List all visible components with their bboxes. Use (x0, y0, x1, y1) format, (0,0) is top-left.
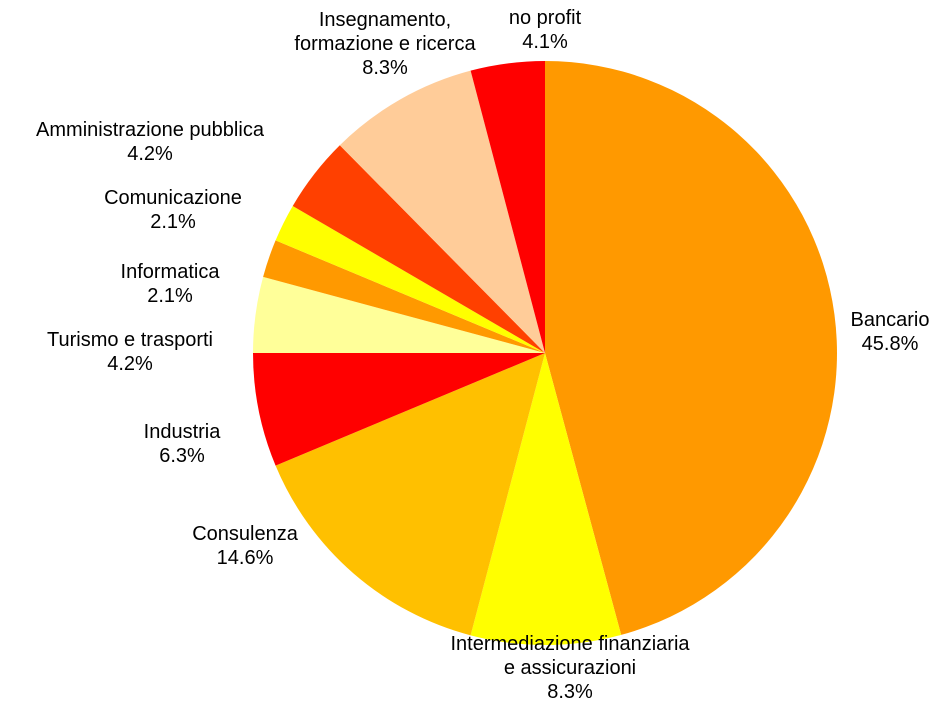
slice-label: Consulenza (192, 523, 298, 545)
slice-label: no profit (508, 7, 582, 29)
pie-slice (275, 353, 545, 636)
slice-value-label: 6.3% (159, 445, 205, 467)
pie-slice (253, 276, 545, 353)
slice-value-label: 2.1% (147, 285, 193, 307)
slice-label: Comunicazione (104, 187, 242, 209)
pie-slice (292, 145, 545, 353)
slice-label: Insegnamento, formazione e ricerca (294, 9, 476, 55)
slice-label: Amministrazione pubblica (36, 119, 264, 141)
slice-label: Informatica (120, 261, 220, 283)
pie-slice (253, 353, 545, 466)
slice-value-label: 8.3% (362, 57, 408, 79)
slice-label: Industria (143, 421, 221, 443)
slice-value-label: 2.1% (150, 211, 196, 233)
slice-value-label: 8.3% (547, 681, 593, 703)
slice-label: Bancario (850, 309, 930, 331)
slice-label: Turismo e trasporti (47, 329, 213, 351)
slice-value-label: 4.2% (107, 353, 153, 375)
slice-value-label: 45.8% (861, 333, 919, 355)
slice-value-label: 14.6% (216, 547, 274, 569)
pie-slice (470, 353, 622, 645)
slice-value-label: 4.1% (522, 31, 568, 53)
pie-slice (263, 240, 545, 353)
pie-slice (339, 70, 545, 354)
pie-slice (470, 61, 545, 353)
pie-slice (545, 61, 837, 635)
pie-slice (275, 205, 545, 353)
slice-label: Intermediazione finanziaria e assicurazi… (450, 633, 690, 679)
slice-value-label: 4.2% (127, 143, 173, 165)
